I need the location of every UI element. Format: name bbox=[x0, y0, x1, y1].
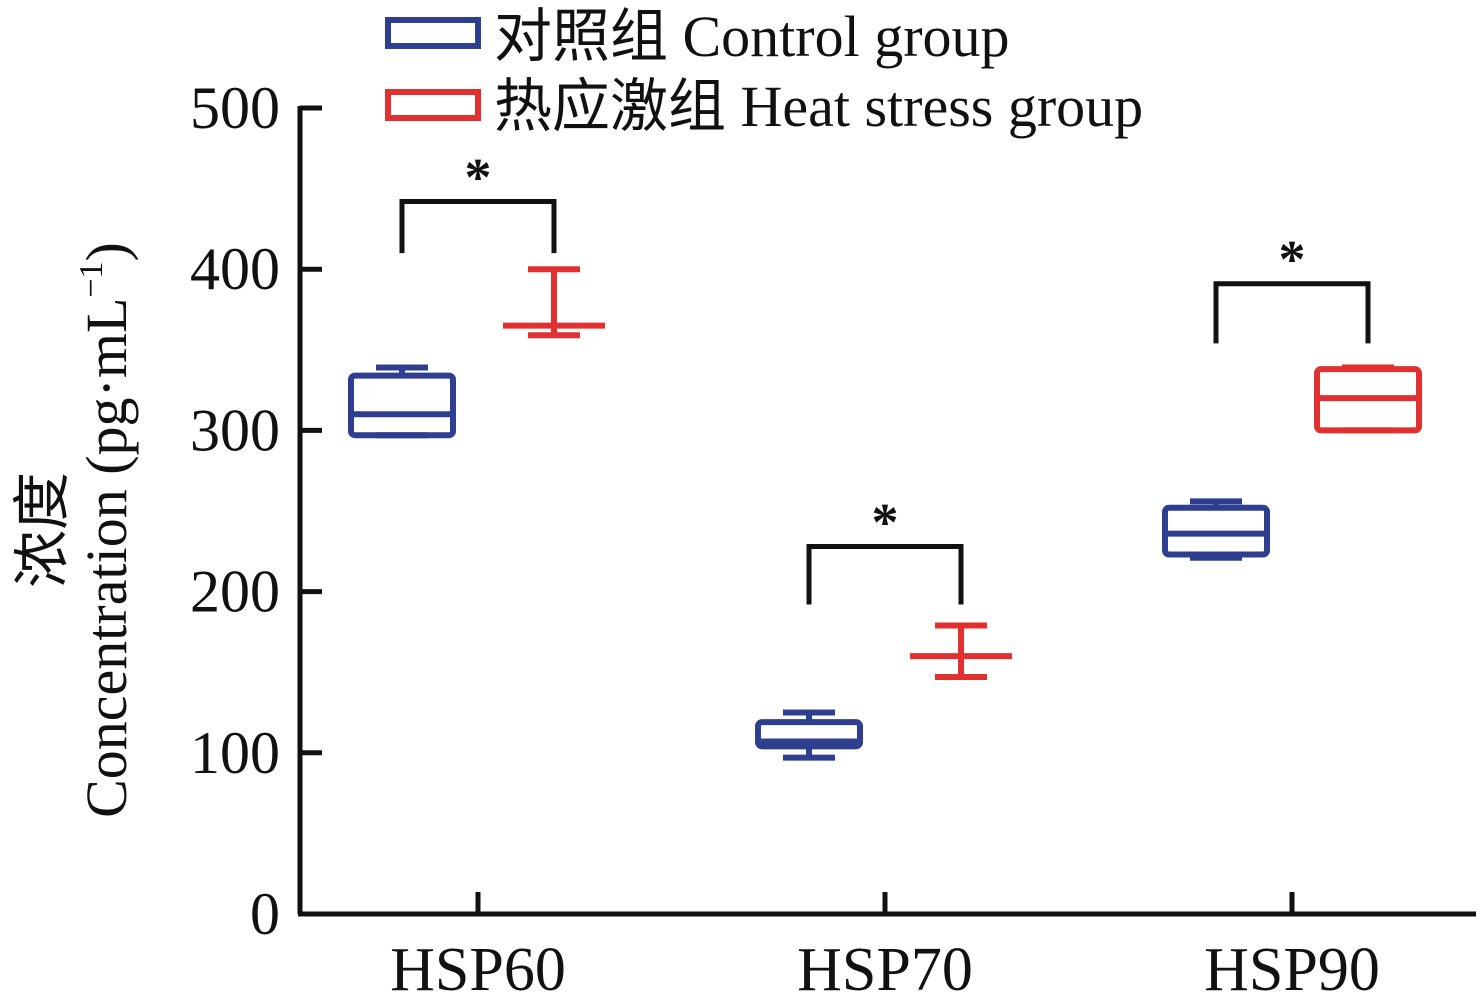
y-tick-label-200: 200 bbox=[190, 559, 280, 625]
significance-label: * bbox=[1279, 230, 1306, 290]
legend-label-control: 对照组 Control group bbox=[494, 4, 1010, 69]
box-heat-stress-hsp70 bbox=[910, 622, 1012, 681]
x-tick-label-hsp70: HSP70 bbox=[797, 936, 973, 998]
y-ticks: 0 100 200 300 400 500 bbox=[190, 75, 322, 947]
significance-label: * bbox=[872, 492, 899, 552]
y-axis-label-en-main: Concentration (pg·mL bbox=[74, 298, 139, 818]
box-heat-stress-hsp60 bbox=[503, 266, 605, 339]
significance-bracket bbox=[1213, 281, 1371, 344]
y-axis-label-cn: 浓度 bbox=[10, 472, 75, 588]
box-body bbox=[755, 719, 863, 750]
significance-bracket bbox=[399, 198, 557, 254]
x-tick-label-hsp60: HSP60 bbox=[390, 936, 566, 998]
y-tick-label-400: 400 bbox=[190, 236, 280, 302]
significance-hsp90: * bbox=[1213, 230, 1371, 344]
box-heat-stress-hsp90 bbox=[1314, 364, 1422, 434]
y-axis-label-unit-superscript: −1 bbox=[73, 261, 110, 297]
significance-hsp60: * bbox=[399, 147, 557, 254]
significance-label: * bbox=[465, 147, 492, 207]
box-control-hsp70 bbox=[755, 709, 863, 761]
y-axis-label: Concentration (pg·mL−1) bbox=[73, 242, 139, 818]
y-tick-label-100: 100 bbox=[190, 720, 280, 786]
x-tick-label-hsp90: HSP90 bbox=[1204, 936, 1380, 998]
significance-bracket bbox=[806, 543, 964, 605]
box-control-hsp60 bbox=[348, 364, 456, 439]
y-axis-label-en: Concentration (pg·mL−1) bbox=[73, 242, 139, 818]
legend: 对照组 Control group 热应激组 Heat stress group bbox=[385, 4, 1143, 139]
box-body bbox=[348, 372, 456, 439]
x-ticks: HSP60 HSP70 HSP90 bbox=[390, 892, 1380, 998]
y-tick-label-300: 300 bbox=[190, 397, 280, 463]
significance-hsp70: * bbox=[806, 492, 964, 605]
legend-swatch-heat-stress bbox=[385, 89, 481, 121]
significance-markers: * * * bbox=[399, 147, 1371, 605]
box-control-hsp90 bbox=[1162, 498, 1270, 561]
legend-label-heat-stress: 热应激组 Heat stress group bbox=[494, 74, 1143, 139]
box-series bbox=[348, 266, 1422, 761]
y-tick-label-500: 500 bbox=[190, 75, 280, 141]
y-tick-label-0: 0 bbox=[250, 881, 280, 947]
y-axis-label-close-paren: ) bbox=[74, 242, 139, 261]
y-axis-label-cn-group: 浓度 bbox=[10, 472, 75, 588]
legend-swatch-control bbox=[385, 17, 481, 49]
